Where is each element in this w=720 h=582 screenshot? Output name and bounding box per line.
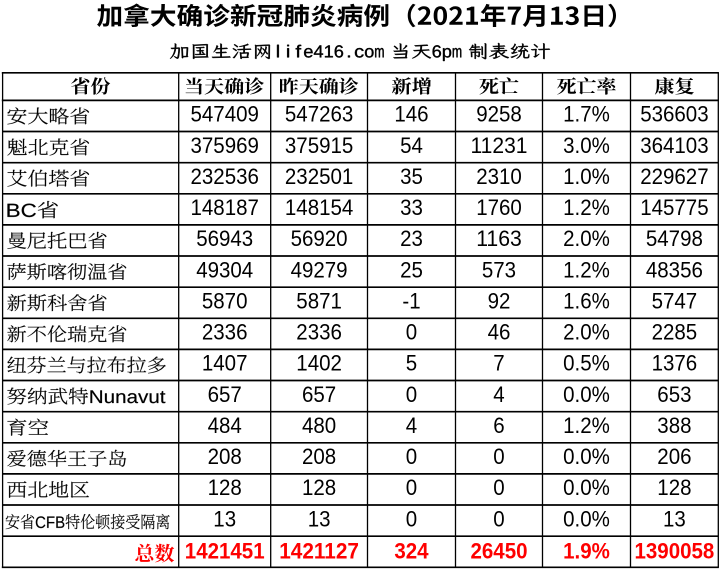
svg-text:1390058: 1390058 [635, 538, 715, 563]
svg-text:5747: 5747 [652, 289, 698, 314]
svg-text:4: 4 [493, 382, 504, 407]
svg-text:1407: 1407 [202, 351, 248, 376]
svg-text:35: 35 [400, 164, 423, 189]
svg-text:148154: 148154 [285, 195, 353, 220]
svg-text:48356: 48356 [646, 257, 703, 282]
svg-text:13: 13 [663, 506, 686, 531]
svg-text:11231: 11231 [471, 133, 528, 158]
svg-text:657: 657 [208, 382, 242, 407]
svg-text:375969: 375969 [191, 133, 259, 158]
svg-text:0.0%: 0.0% [563, 506, 610, 531]
svg-text:7: 7 [493, 351, 504, 376]
svg-text:653: 653 [657, 382, 691, 407]
svg-text:0.5%: 0.5% [563, 351, 610, 376]
svg-text:5870: 5870 [202, 289, 248, 314]
svg-text:484: 484 [208, 413, 242, 438]
svg-text:324: 324 [394, 538, 428, 563]
svg-text:3.0%: 3.0% [563, 133, 610, 158]
svg-text:2.0%: 2.0% [563, 320, 610, 345]
svg-text:54: 54 [400, 133, 423, 158]
svg-text:208: 208 [208, 444, 242, 469]
svg-text:6: 6 [493, 413, 504, 438]
svg-text:2285: 2285 [652, 320, 698, 345]
svg-text:208: 208 [302, 444, 336, 469]
svg-text:1163: 1163 [476, 226, 522, 251]
svg-text:547409: 547409 [191, 102, 259, 127]
svg-text:148187: 148187 [191, 195, 259, 220]
svg-text:1421127: 1421127 [279, 538, 359, 563]
svg-text:1.7%: 1.7% [563, 102, 610, 127]
svg-text:375915: 375915 [285, 133, 353, 158]
svg-text:2336: 2336 [202, 320, 248, 345]
svg-text:1.9%: 1.9% [563, 538, 610, 563]
svg-text:9258: 9258 [476, 102, 522, 127]
svg-text:1376: 1376 [652, 351, 698, 376]
svg-text:1760: 1760 [476, 195, 522, 220]
svg-text:1.6%: 1.6% [563, 289, 610, 314]
svg-text:-1: -1 [402, 289, 420, 314]
svg-text:56920: 56920 [291, 226, 348, 251]
svg-text:0: 0 [493, 506, 504, 531]
svg-text:46: 46 [488, 320, 511, 345]
svg-text:49279: 49279 [291, 257, 348, 282]
svg-text:480: 480 [302, 413, 336, 438]
svg-text:92: 92 [488, 289, 511, 314]
svg-text:4: 4 [406, 413, 417, 438]
svg-text:128: 128 [208, 475, 242, 500]
svg-text:128: 128 [657, 475, 691, 500]
svg-text:1.0%: 1.0% [563, 164, 610, 189]
svg-text:25: 25 [400, 257, 423, 282]
svg-text:657: 657 [302, 382, 336, 407]
svg-text:5871: 5871 [296, 289, 342, 314]
svg-text:23: 23 [400, 226, 423, 251]
svg-text:1.2%: 1.2% [563, 413, 610, 438]
svg-text:573: 573 [482, 257, 516, 282]
svg-text:146: 146 [394, 102, 428, 127]
svg-text:0.0%: 0.0% [563, 475, 610, 500]
svg-text:0: 0 [493, 475, 504, 500]
svg-text:0: 0 [406, 475, 417, 500]
svg-text:5: 5 [406, 351, 417, 376]
svg-text:2336: 2336 [296, 320, 342, 345]
svg-text:33: 33 [400, 195, 423, 220]
svg-text:232536: 232536 [191, 164, 259, 189]
svg-text:0: 0 [406, 382, 417, 407]
svg-text:364103: 364103 [640, 133, 708, 158]
svg-text:1.2%: 1.2% [563, 257, 610, 282]
svg-text:54798: 54798 [646, 226, 703, 251]
svg-text:388: 388 [657, 413, 691, 438]
svg-text:0: 0 [493, 444, 504, 469]
svg-text:128: 128 [302, 475, 336, 500]
svg-text:536603: 536603 [640, 102, 708, 127]
svg-text:49304: 49304 [196, 257, 253, 282]
svg-text:0: 0 [406, 320, 417, 345]
svg-text:0.0%: 0.0% [563, 444, 610, 469]
svg-text:1421451: 1421451 [185, 538, 265, 563]
svg-text:232501: 232501 [285, 164, 353, 189]
svg-text:1402: 1402 [296, 351, 342, 376]
svg-text:56943: 56943 [196, 226, 253, 251]
svg-text:145775: 145775 [640, 195, 708, 220]
svg-text:2310: 2310 [476, 164, 522, 189]
svg-text:547263: 547263 [285, 102, 353, 127]
svg-text:0: 0 [406, 506, 417, 531]
svg-text:13: 13 [308, 506, 331, 531]
svg-text:206: 206 [657, 444, 691, 469]
svg-text:26450: 26450 [471, 538, 528, 563]
svg-text:0: 0 [406, 444, 417, 469]
svg-text:13: 13 [213, 506, 236, 531]
svg-text:1.2%: 1.2% [563, 195, 610, 220]
svg-text:2.0%: 2.0% [563, 226, 610, 251]
svg-text:229627: 229627 [640, 164, 708, 189]
svg-text:0.0%: 0.0% [563, 382, 610, 407]
